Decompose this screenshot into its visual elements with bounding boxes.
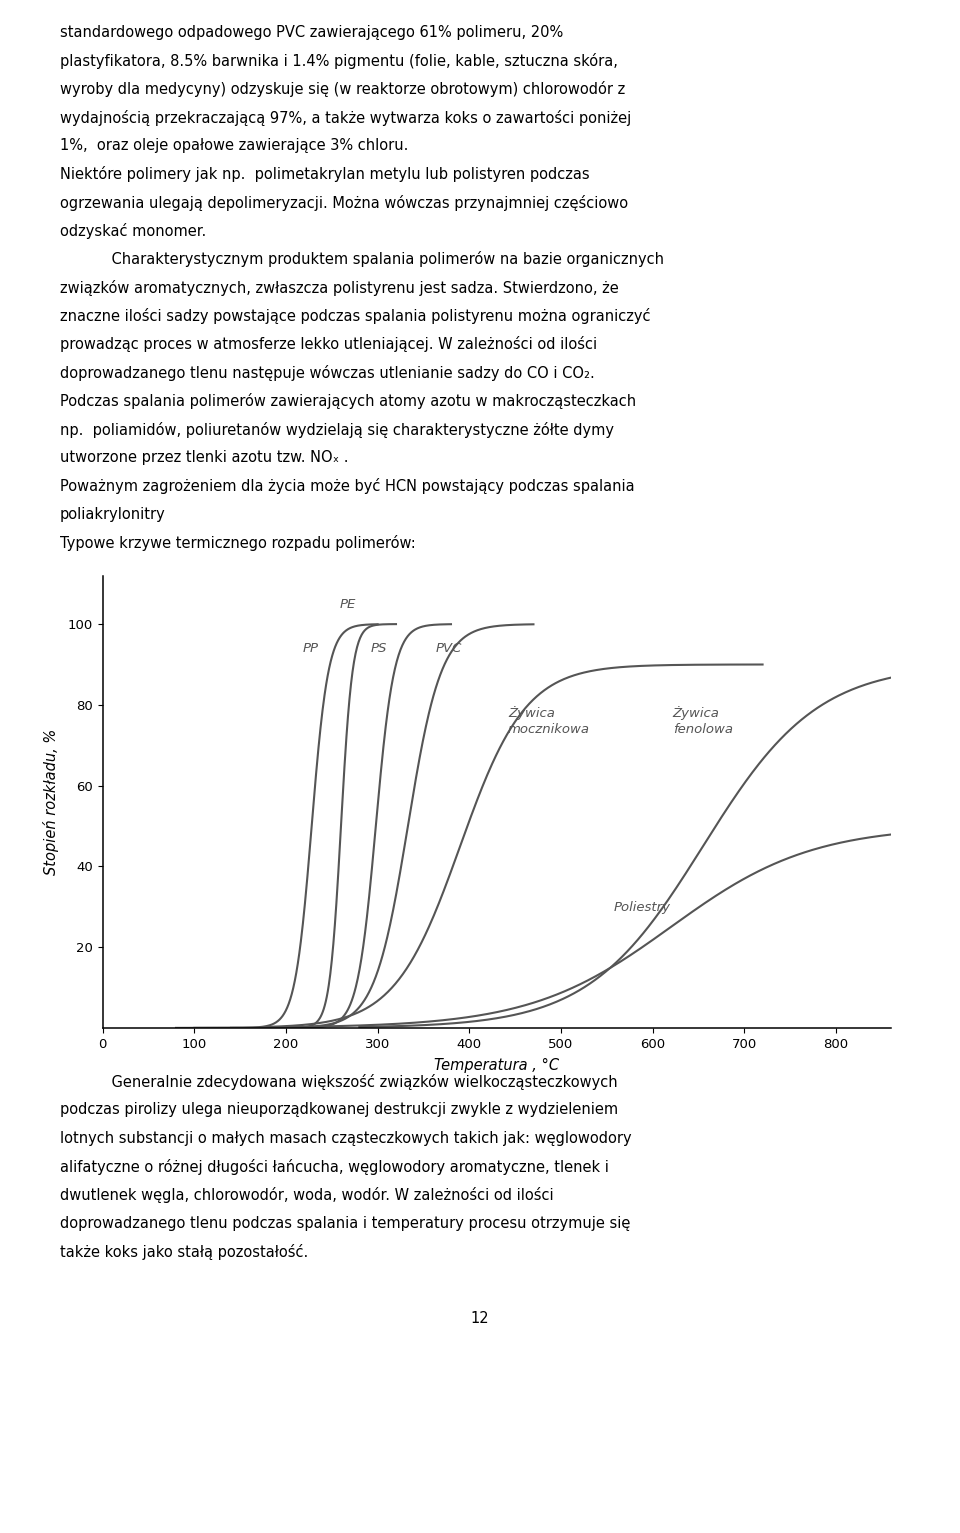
- Text: Generalnie zdecydowana większość związków wielkocząsteczkowych: Generalnie zdecydowana większość związkó…: [93, 1073, 617, 1090]
- Text: 1%,  oraz oleje opałowe zawierające 3% chloru.: 1%, oraz oleje opałowe zawierające 3% ch…: [60, 138, 408, 153]
- Text: doprowadzanego tlenu podczas spalania i temperatury procesu otrzymuje się: doprowadzanego tlenu podczas spalania i …: [60, 1216, 630, 1231]
- X-axis label: Temperatura , °C: Temperatura , °C: [434, 1058, 560, 1073]
- Text: np.  poliamidów, poliuretanów wydzielają się charakterystyczne żółte dymy: np. poliamidów, poliuretanów wydzielają …: [60, 422, 613, 437]
- Text: wyroby dla medycyny) odzyskuje się (w reaktorze obrotowym) chlorowodór z: wyroby dla medycyny) odzyskuje się (w re…: [60, 81, 625, 97]
- Text: ogrzewania ulegają depolimeryzacji. Można wówczas przynajmniej częściowo: ogrzewania ulegają depolimeryzacji. Możn…: [60, 195, 628, 210]
- Text: Niektóre polimery jak np.  polimetakrylan metylu lub polistyren podczas: Niektóre polimery jak np. polimetakrylan…: [60, 166, 589, 182]
- Text: alifatyczne o różnej długości łańcucha, węglowodory aromatyczne, tlenek i: alifatyczne o różnej długości łańcucha, …: [60, 1159, 609, 1174]
- Text: PVC: PVC: [436, 642, 462, 656]
- Text: poliakrylonitry: poliakrylonitry: [60, 506, 165, 521]
- Text: odzyskać monomer.: odzyskać monomer.: [60, 222, 205, 239]
- Text: utworzone przez tlenki azotu tzw. NOₓ .: utworzone przez tlenki azotu tzw. NOₓ .: [60, 449, 348, 464]
- Text: wydajnością przekraczającą 97%, a także wytwarza koks o zawartości poniżej: wydajnością przekraczającą 97%, a także …: [60, 109, 631, 126]
- Text: także koks jako stałą pozostałość.: także koks jako stałą pozostałość.: [60, 1245, 308, 1260]
- Text: Poważnym zagrożeniem dla życia może być HCN powstający podczas spalania: Poważnym zagrożeniem dla życia może być …: [60, 478, 635, 494]
- Text: podczas pirolizy ulega nieuporządkowanej destrukcji zwykle z wydzieleniem: podczas pirolizy ulega nieuporządkowanej…: [60, 1102, 617, 1118]
- Text: związków aromatycznych, zwłaszcza polistyrenu jest sadza. Stwierdzono, że: związków aromatycznych, zwłaszcza polist…: [60, 279, 618, 296]
- Text: Żywica
fenolowa: Żywica fenolowa: [673, 707, 732, 736]
- Text: Podczas spalania polimerów zawierających atomy azotu w makrocząsteczkach: Podczas spalania polimerów zawierających…: [60, 392, 636, 409]
- Text: prowadząc proces w atmosferze lekko utleniającej. W zależności od ilości: prowadząc proces w atmosferze lekko utle…: [60, 336, 597, 353]
- Text: dwutlenek węgla, chlorowodór, woda, wodór. W zależności od ilości: dwutlenek węgla, chlorowodór, woda, wodó…: [60, 1187, 553, 1203]
- Text: plastyfikatora, 8.5% barwnika i 1.4% pigmentu (folie, kable, sztuczna skóra,: plastyfikatora, 8.5% barwnika i 1.4% pig…: [60, 54, 617, 69]
- Text: znaczne ilości sadzy powstające podczas spalania polistyrenu można ograniczyć: znaczne ilości sadzy powstające podczas …: [60, 308, 650, 323]
- Text: Poliestry: Poliestry: [614, 901, 671, 914]
- Text: Typowe krzywe termicznego rozpadu polimerów:: Typowe krzywe termicznego rozpadu polime…: [60, 535, 416, 550]
- Text: 12: 12: [470, 1311, 490, 1326]
- Text: Żywica
mocznikowa: Żywica mocznikowa: [508, 707, 589, 736]
- Y-axis label: Stopień rozkładu, %: Stopień rozkładu, %: [43, 728, 60, 875]
- Text: PE: PE: [339, 598, 355, 612]
- Text: Charakterystycznym produktem spalania polimerów na bazie organicznych: Charakterystycznym produktem spalania po…: [93, 251, 664, 267]
- Text: doprowadzanego tlenu następuje wówczas utlenianie sadzy do CO i CO₂.: doprowadzanego tlenu następuje wówczas u…: [60, 365, 594, 380]
- Text: PP: PP: [302, 642, 319, 656]
- Text: PS: PS: [371, 642, 387, 656]
- Text: standardowego odpadowego PVC zawierającego 61% polimeru, 20%: standardowego odpadowego PVC zawierające…: [60, 25, 563, 40]
- Text: lotnych substancji o małych masach cząsteczkowych takich jak: węglowodory: lotnych substancji o małych masach cząst…: [60, 1131, 631, 1145]
